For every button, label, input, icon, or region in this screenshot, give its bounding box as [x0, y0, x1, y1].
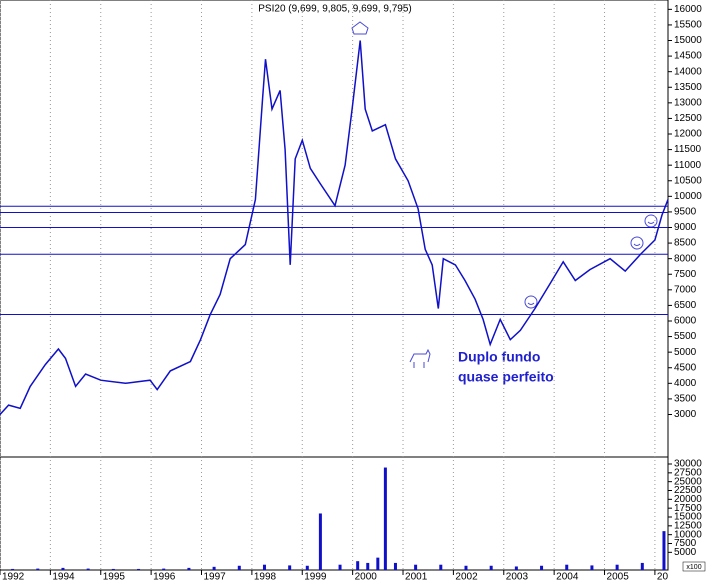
volume-bar	[288, 565, 292, 570]
volume-bar	[86, 568, 90, 570]
volume-bar	[11, 568, 15, 570]
volume-bar	[383, 467, 387, 570]
y-tick-label: 5000	[674, 347, 697, 358]
x-tick-label: 20	[657, 572, 669, 582]
volume-bar	[212, 566, 216, 570]
y-tick-label: 5000	[674, 547, 697, 558]
volume-bar	[393, 562, 397, 570]
volume-bar	[162, 568, 166, 570]
y-tick-label: 5500	[674, 331, 697, 342]
y-tick-label: 20000	[674, 494, 702, 505]
y-tick-label: 17500	[674, 503, 702, 514]
y-tick-label: 11000	[674, 160, 702, 171]
volume-bar	[565, 564, 569, 570]
annotation: quase perfeito	[458, 369, 554, 385]
volume-bar	[540, 565, 544, 570]
y-tick-label: 3000	[674, 409, 697, 420]
x-tick-label: 1992	[2, 572, 25, 582]
x-tick-label: 1996	[153, 572, 176, 582]
x-tick-label: 2000	[355, 572, 378, 582]
x-tick-label: 2001	[405, 572, 428, 582]
y-tick-label: 14500	[674, 51, 702, 62]
y-tick-label: 10000	[674, 191, 702, 202]
volume-bar	[366, 562, 370, 570]
x-tick-label: 2002	[455, 572, 478, 582]
y-tick-label: 15000	[674, 35, 702, 46]
x-tick-label: 1994	[52, 572, 75, 582]
y-tick-label: 4000	[674, 378, 697, 389]
y-tick-label: 30000	[674, 459, 702, 470]
y-tick-label: 11500	[674, 144, 702, 155]
y-tick-label: 9500	[674, 207, 697, 218]
y-tick-label: 22500	[674, 485, 702, 496]
x-tick-label: 1999	[304, 572, 327, 582]
volume-bar	[61, 567, 65, 570]
x-tick-label: 1998	[254, 572, 277, 582]
smileys	[351, 21, 658, 368]
volume-bar	[111, 568, 115, 570]
y-tick-label: 27500	[674, 467, 702, 478]
volume-bar	[439, 564, 443, 570]
y-tick-label: 13000	[674, 97, 702, 108]
volume-bar	[137, 568, 141, 570]
volume-bar	[489, 565, 493, 570]
volume-bar	[376, 557, 380, 570]
volume-bar	[662, 531, 666, 570]
y-tick-label: 12000	[674, 129, 702, 140]
chart-title: PSI20 (9,699, 9,805, 9,699, 9,795)	[258, 4, 411, 15]
y-tick-label: 7000	[674, 284, 697, 295]
x-tick-label: 2003	[506, 572, 529, 582]
unit-box	[682, 561, 706, 572]
volume-bar	[356, 561, 360, 570]
volume-unit: x100	[686, 564, 701, 571]
volume-bar	[615, 564, 619, 570]
y-tick-label: 12500	[674, 113, 702, 124]
x-tick-label: 2004	[556, 572, 579, 582]
y-tick-label: 8000	[674, 253, 697, 264]
volume-bar	[262, 564, 266, 570]
volume-bar	[36, 568, 40, 570]
volume-bar	[237, 565, 241, 570]
x-tick-label: 1997	[204, 572, 227, 582]
volume-bar	[318, 513, 322, 570]
y-tick-label: 15500	[674, 20, 702, 31]
y-tick-label: 10000	[674, 529, 702, 540]
volume-bar	[414, 564, 418, 570]
y-tick-label: 15000	[674, 512, 702, 523]
y-tick-label: 7500	[674, 538, 697, 549]
volume-bar	[338, 564, 342, 570]
y-tick-label: 16000	[674, 4, 702, 15]
volume-bar	[187, 567, 191, 570]
y-tick-label: 13500	[674, 82, 702, 93]
price-line	[0, 40, 669, 416]
y-tick-label: 4500	[674, 362, 697, 373]
y-tick-label: 14000	[674, 66, 702, 77]
y-tick-label: 9000	[674, 222, 697, 233]
volume-bar	[640, 562, 644, 570]
plot-frame	[0, 0, 669, 571]
volume-bar	[514, 566, 518, 570]
y-tick-label: 12500	[674, 520, 702, 531]
y-tick-label: 10500	[674, 175, 702, 186]
y-tick-label: 25000	[674, 476, 702, 487]
y-tick-label: 7500	[674, 269, 697, 280]
annotation: Duplo fundo	[458, 349, 540, 365]
volume-bar	[305, 565, 309, 570]
y-tick-label: 6000	[674, 316, 697, 327]
x-tick-label: 2005	[607, 572, 630, 582]
y-tick-label: 3500	[674, 394, 697, 405]
y-tick-label: 8500	[674, 238, 697, 249]
x-tick-label: 1995	[103, 572, 126, 582]
volume-bar	[590, 565, 594, 570]
y-tick-label: 6500	[674, 300, 697, 311]
volume-bar	[464, 565, 468, 570]
